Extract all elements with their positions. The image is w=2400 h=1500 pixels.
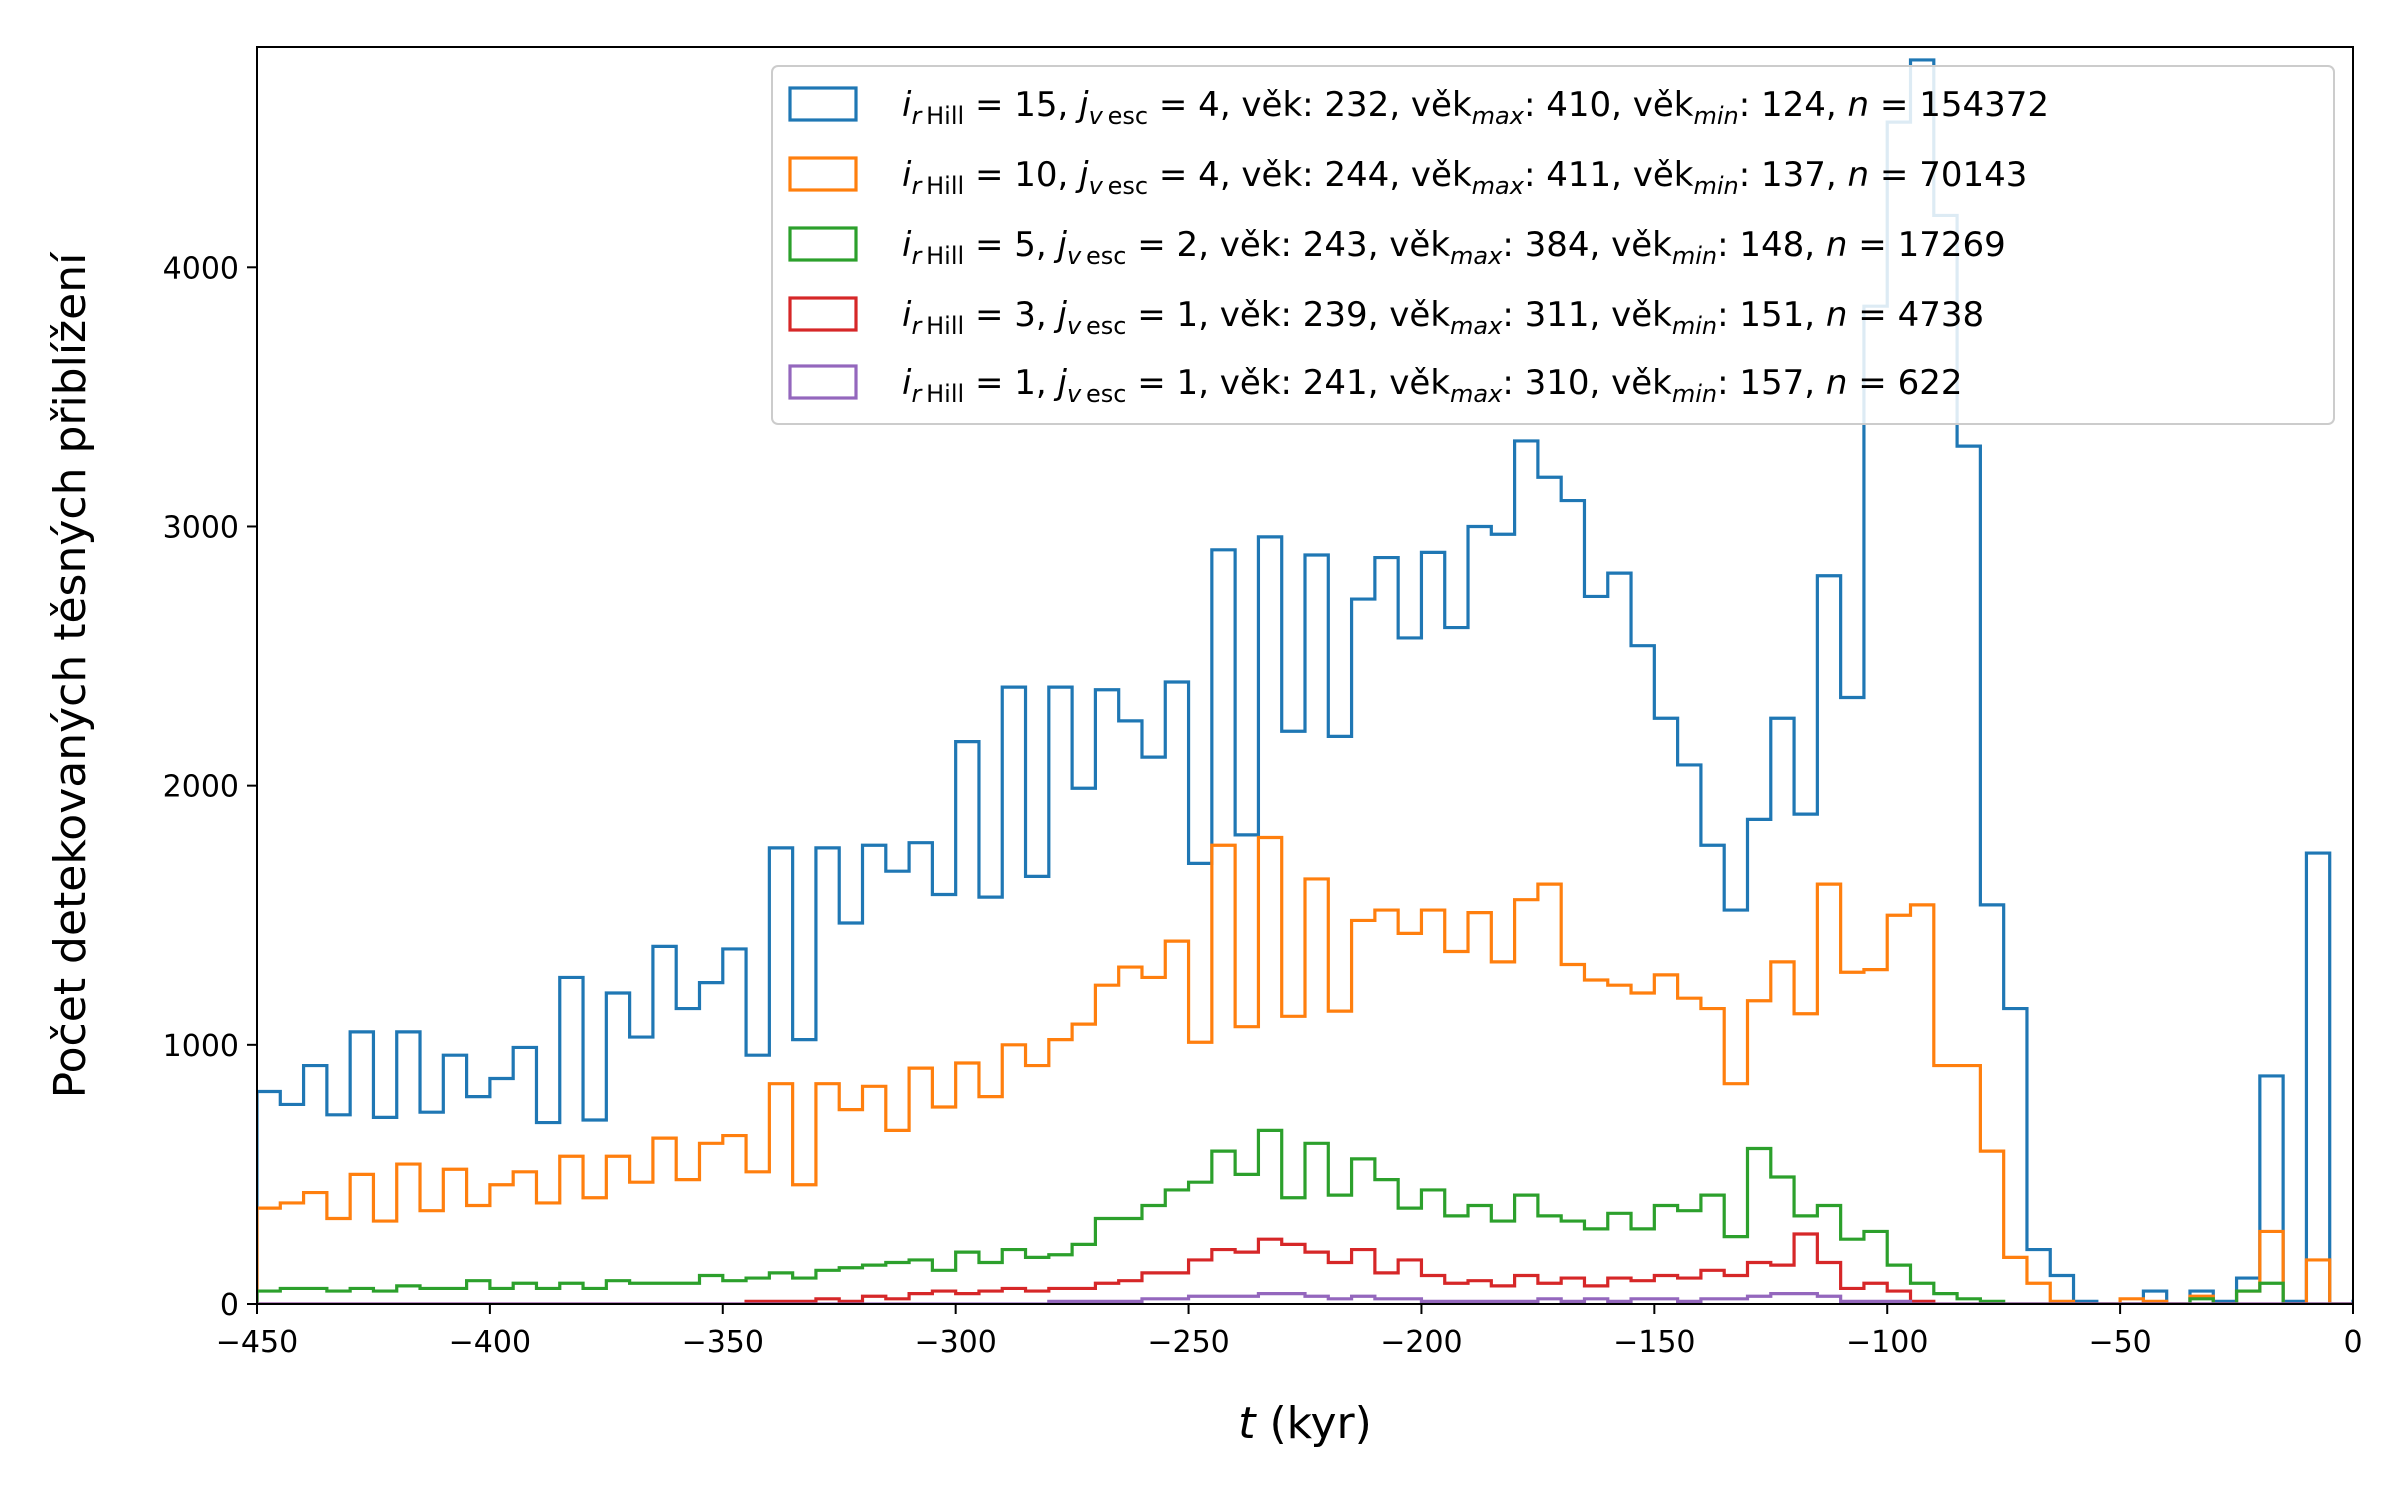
x-tick-label: −300 xyxy=(914,1325,996,1360)
y-tick-label: 1000 xyxy=(163,1029,239,1064)
histogram-series-5 xyxy=(257,1292,2353,1304)
x-axis-label: t (kyr) xyxy=(1238,1398,1372,1449)
x-tick-label: −50 xyxy=(2088,1325,2151,1360)
legend-swatch xyxy=(788,226,858,262)
legend-entry-5: ir Hill = 1, jv esc = 1, věk: 241, věkma… xyxy=(902,363,1962,408)
legend-swatch xyxy=(788,296,858,332)
x-tick-label: −250 xyxy=(1147,1325,1229,1360)
histogram-series-1 xyxy=(257,58,2353,1304)
histogram-series-2 xyxy=(257,835,2353,1304)
axes-frame xyxy=(256,46,2354,1305)
y-axis-label: Počet detekovaných těsných přiblížení xyxy=(45,251,96,1098)
legend-swatch xyxy=(788,156,858,192)
legend-entry-3: ir Hill = 5, jv esc = 2, věk: 243, věkma… xyxy=(902,225,2006,270)
histogram-series-4 xyxy=(257,1232,2353,1304)
legend-swatch xyxy=(788,364,858,400)
x-tick-label: −450 xyxy=(216,1325,298,1360)
legend-entry-1: ir Hill = 15, jv esc = 4, věk: 232, věkm… xyxy=(902,85,2049,130)
legend-entry-4: ir Hill = 3, jv esc = 1, věk: 239, věkma… xyxy=(902,295,1984,340)
legend-swatch xyxy=(788,86,858,122)
x-tick-label: −100 xyxy=(1846,1325,1928,1360)
x-tick-label: −200 xyxy=(1380,1325,1462,1360)
x-tick-label: −150 xyxy=(1613,1325,1695,1360)
x-tick-label: −350 xyxy=(682,1325,764,1360)
histogram-series-3 xyxy=(257,1128,2353,1304)
x-tick-label: −400 xyxy=(449,1325,531,1360)
legend-box xyxy=(771,65,2335,425)
x-tick-label: 0 xyxy=(2343,1325,2362,1360)
plot-area xyxy=(257,58,2353,1304)
y-tick-label: 0 xyxy=(220,1288,239,1323)
y-tick-label: 2000 xyxy=(163,770,239,805)
y-axis: 0 1000 2000 3000 4000 xyxy=(163,251,257,1323)
x-axis: −450 −400 −350 −300 −250 −200 −150 −100 −50 0 xyxy=(216,1304,2363,1360)
legend-entry-2: ir Hill = 10, jv esc = 4, věk: 244, věkm… xyxy=(902,155,2027,200)
y-tick-label: 4000 xyxy=(163,251,239,286)
x-axis-label-unit: (kyr) xyxy=(1255,1398,1371,1449)
legend: ir Hill = 15, jv esc = 4, věk: 232, věkm… xyxy=(771,65,2335,425)
x-axis-label-variable: t xyxy=(1238,1398,1257,1449)
y-tick-label: 3000 xyxy=(163,510,239,545)
